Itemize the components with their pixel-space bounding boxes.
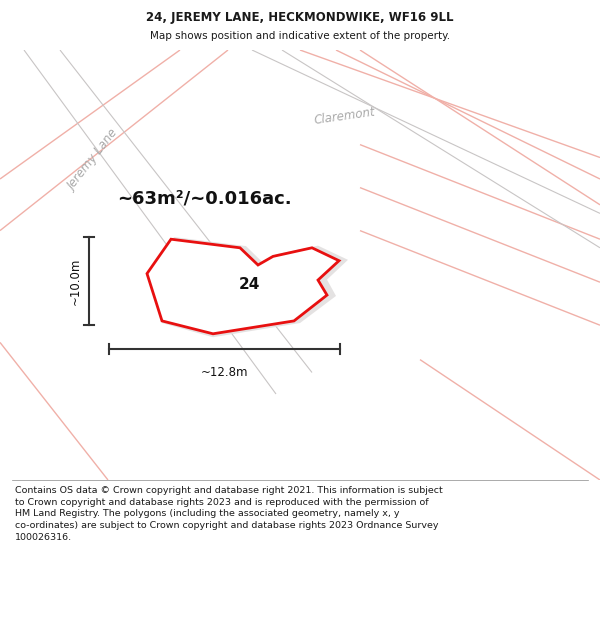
Polygon shape [150,237,348,338]
Text: Claremont: Claremont [314,106,376,127]
Text: ~12.8m: ~12.8m [201,366,248,379]
Polygon shape [147,239,339,334]
Text: Map shows position and indicative extent of the property.: Map shows position and indicative extent… [150,31,450,41]
Text: ~63m²/~0.016ac.: ~63m²/~0.016ac. [117,189,292,208]
Text: ~10.0m: ~10.0m [69,258,82,305]
Text: 24, JEREMY LANE, HECKMONDWIKE, WF16 9LL: 24, JEREMY LANE, HECKMONDWIKE, WF16 9LL [146,11,454,24]
Text: Contains OS data © Crown copyright and database right 2021. This information is : Contains OS data © Crown copyright and d… [15,486,443,542]
Text: Jeremy Lane: Jeremy Lane [65,127,121,192]
Text: 24: 24 [238,277,260,292]
